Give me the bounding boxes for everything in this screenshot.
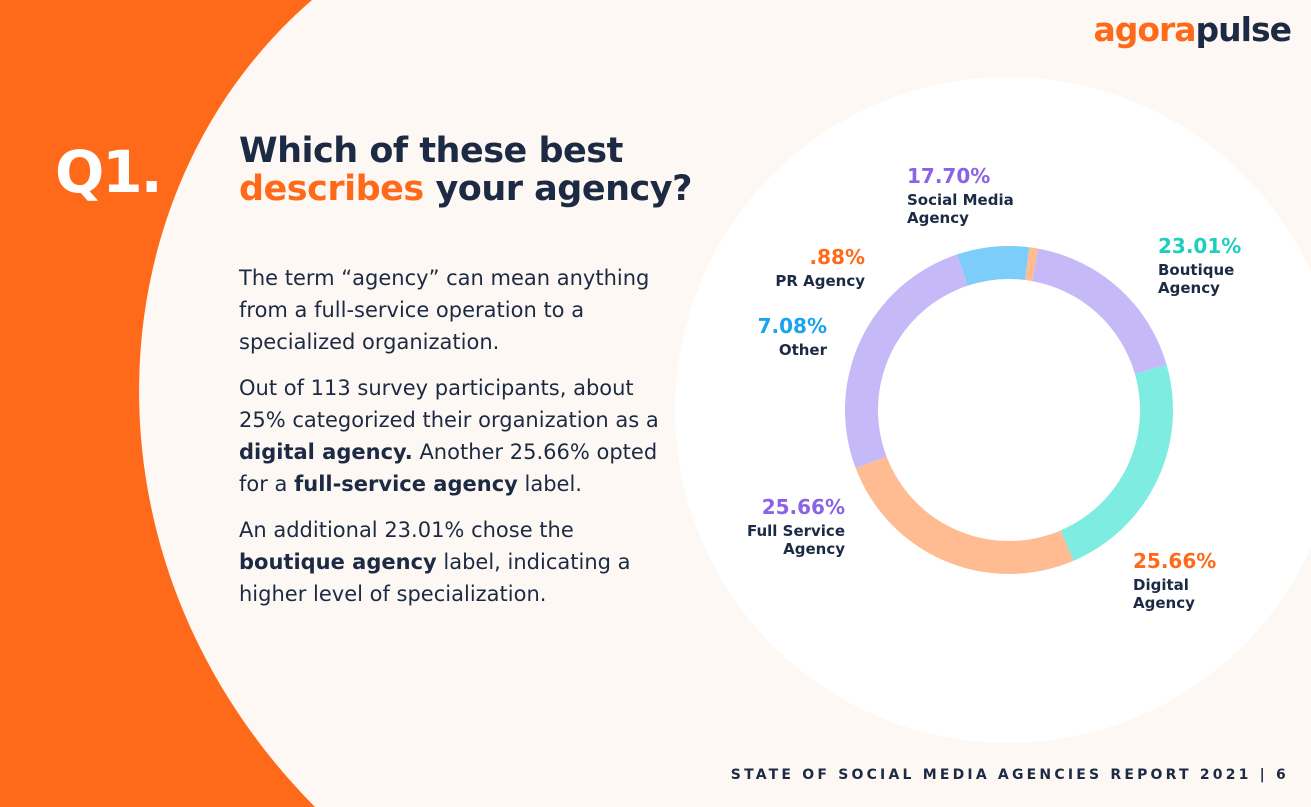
slice-other <box>957 246 1030 286</box>
category-label-social-media-agency: Social Media <box>907 191 1014 209</box>
category-label-boutique-agency: Agency <box>1158 279 1220 297</box>
question-heading: Which of these best describes your agenc… <box>239 132 692 208</box>
body-text: The term “agency” can mean anything from… <box>239 262 679 624</box>
paragraph-2-text-a: Out of 113 survey participants, about 25… <box>239 376 659 432</box>
footer-report-title: STATE OF SOCIAL MEDIA AGENCIES REPORT 20… <box>730 767 1289 783</box>
heading-rest: your agency? <box>435 169 692 209</box>
category-label-social-media-agency: Agency <box>907 209 969 227</box>
slice-digital-agency <box>855 456 1074 574</box>
paragraph-3-text-c: label, indicating a higher level of spec… <box>239 550 631 606</box>
category-label-boutique-agency: Boutique <box>1158 261 1234 279</box>
paragraph-2: Out of 113 survey participants, about 25… <box>239 372 679 500</box>
value-label-digital-agency: 25.66% <box>1133 549 1216 573</box>
value-label-full-service-agency: 25.66% <box>762 495 845 519</box>
value-label-other: 7.08% <box>758 314 827 338</box>
value-label-social-media-agency: 17.70% <box>907 164 990 188</box>
paragraph-3-bold-boutique: boutique agency <box>239 550 437 574</box>
heading-line-2: describes your agency? <box>239 170 692 208</box>
paragraph-2-bold-full-service: full-service agency <box>294 472 518 496</box>
slice-full-service-agency <box>845 254 968 469</box>
slice-pr-agency <box>1025 247 1039 282</box>
category-label-other: Other <box>779 341 828 359</box>
agorapulse-logo: agorapulse <box>1093 10 1292 49</box>
logo-part-pulse: pulse <box>1195 10 1292 49</box>
paragraph-2-bold-digital: digital agency. <box>239 440 413 464</box>
orange-side-shape <box>0 0 315 807</box>
paragraph-2-text-c: Another 25.66% opted for a <box>239 440 658 496</box>
category-label-digital-agency: Digital <box>1133 576 1189 594</box>
paragraph-3: An additional 23.01% chose the boutique … <box>239 514 679 610</box>
logo-part-agora: agora <box>1093 10 1196 49</box>
paragraph-1: The term “agency” can mean anything from… <box>239 266 650 354</box>
category-label-full-service-agency: Full Service <box>747 522 845 540</box>
value-label-boutique-agency: 23.01% <box>1158 234 1241 258</box>
category-label-digital-agency: Agency <box>1133 594 1195 612</box>
value-label-pr-agency: .88% <box>810 245 865 269</box>
category-label-full-service-agency: Agency <box>783 540 845 558</box>
question-number: Q1. <box>55 138 163 206</box>
paragraph-2-text-e: label. <box>517 472 582 496</box>
heading-line-1: Which of these best <box>239 131 623 171</box>
chart-background-circle <box>675 77 1311 743</box>
paragraph-3-text-a: An additional 23.01% chose the <box>239 518 574 542</box>
heading-accent: describes <box>239 169 424 209</box>
slice-boutique-agency <box>1060 364 1173 561</box>
slice-social-media-agency <box>1032 248 1167 374</box>
category-label-pr-agency: PR Agency <box>775 272 865 290</box>
